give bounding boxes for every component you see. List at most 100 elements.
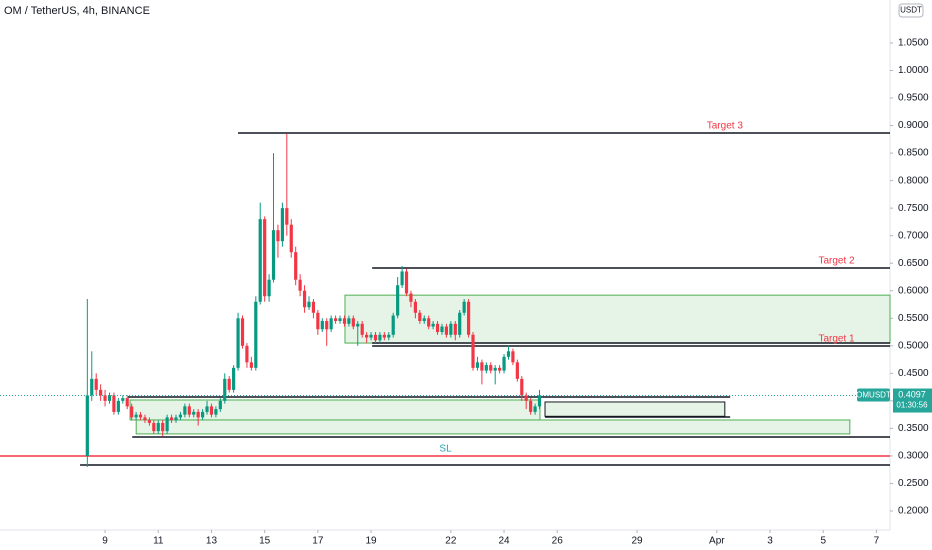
candle-body bbox=[449, 323, 453, 335]
candle-body bbox=[112, 395, 116, 412]
x-tick-label: 11 bbox=[153, 536, 164, 547]
candle-body bbox=[409, 293, 413, 302]
candle-body bbox=[152, 422, 156, 432]
candle-body bbox=[294, 252, 298, 280]
x-tick-label: 29 bbox=[631, 536, 643, 547]
y-tick-label: 0.3000 bbox=[898, 451, 929, 462]
candle-body bbox=[307, 301, 311, 308]
candle-body bbox=[351, 318, 355, 327]
candle-body bbox=[537, 395, 542, 407]
zone-box bbox=[544, 401, 726, 417]
candle-body bbox=[444, 326, 449, 335]
y-tick-label: 0.8000 bbox=[898, 175, 929, 186]
candle-body bbox=[116, 400, 120, 412]
x-tick-label: 5 bbox=[820, 536, 826, 547]
y-tick-label: 0.7000 bbox=[898, 230, 929, 241]
level-label: Target 2 bbox=[818, 256, 855, 267]
candle-body bbox=[183, 406, 187, 415]
candle-body bbox=[466, 301, 471, 335]
y-tick-label: 0.9500 bbox=[898, 93, 929, 104]
candle-body bbox=[453, 323, 457, 335]
x-tick-label: 3 bbox=[767, 536, 773, 547]
candle-body bbox=[515, 362, 519, 379]
candle-body bbox=[94, 378, 98, 390]
y-tick-label: 0.7500 bbox=[898, 203, 929, 214]
price-tag-value: 0.4097 bbox=[898, 389, 926, 399]
candle-body bbox=[480, 362, 484, 371]
y-tick-label: 1.0500 bbox=[898, 38, 929, 49]
candle-body bbox=[427, 318, 431, 327]
candle-body bbox=[347, 318, 351, 324]
candle-body bbox=[107, 395, 112, 401]
candle-body bbox=[333, 318, 338, 322]
candle-body bbox=[201, 411, 205, 418]
candle-body bbox=[329, 318, 333, 330]
candle-body bbox=[440, 326, 444, 333]
candle-body bbox=[232, 367, 236, 390]
candle-body bbox=[369, 334, 373, 338]
candle-body bbox=[342, 318, 347, 324]
candle-body bbox=[134, 414, 138, 418]
candle-body bbox=[524, 395, 528, 401]
candle-body bbox=[533, 406, 537, 412]
y-tick-label: 0.4500 bbox=[898, 368, 929, 379]
level-label: SL bbox=[439, 444, 452, 455]
x-tick-label: 15 bbox=[259, 536, 271, 547]
y-tick-label: 0.9000 bbox=[898, 120, 929, 131]
candle-body bbox=[404, 271, 409, 294]
candle-body bbox=[373, 334, 378, 341]
candle-body bbox=[475, 362, 480, 368]
symbol-tag bbox=[857, 388, 890, 402]
candle-body bbox=[205, 406, 209, 412]
currency-label: USDT bbox=[900, 6, 922, 15]
candle-body bbox=[506, 351, 511, 357]
zone-box bbox=[344, 294, 891, 344]
candle-body bbox=[360, 323, 364, 335]
x-tick-label: 19 bbox=[365, 536, 377, 547]
candle-body bbox=[121, 398, 125, 401]
candle-body bbox=[422, 318, 426, 322]
candle-body bbox=[236, 318, 240, 368]
y-tick-label: 1.0000 bbox=[898, 65, 929, 76]
candle-body bbox=[267, 279, 271, 297]
candle-body bbox=[258, 219, 262, 302]
candle-body bbox=[192, 411, 196, 415]
candle-body bbox=[138, 414, 143, 418]
candle-body bbox=[325, 321, 329, 330]
candle-body bbox=[484, 365, 488, 371]
x-tick-label: 26 bbox=[552, 536, 564, 547]
candle-body bbox=[276, 230, 280, 242]
candle-body bbox=[90, 378, 94, 396]
candle-body bbox=[302, 290, 307, 308]
candle-body bbox=[413, 301, 417, 313]
candle-body bbox=[400, 271, 404, 286]
candle-body bbox=[431, 323, 435, 327]
candle-body bbox=[227, 378, 231, 390]
candle-body bbox=[147, 420, 152, 423]
candle-body bbox=[462, 301, 466, 313]
candle-body bbox=[338, 318, 342, 322]
candle-body bbox=[271, 230, 276, 280]
x-tick-label: 24 bbox=[498, 536, 510, 547]
candle-body bbox=[169, 417, 174, 421]
y-tick-label: 0.5000 bbox=[898, 340, 929, 351]
x-tick-label: 17 bbox=[312, 536, 324, 547]
candle-body bbox=[280, 208, 285, 242]
candle-body bbox=[435, 323, 440, 333]
candle-body bbox=[511, 351, 515, 363]
x-tick-label: 7 bbox=[874, 536, 880, 547]
candle-body bbox=[161, 422, 165, 432]
candle-body bbox=[214, 409, 218, 415]
candle-body bbox=[320, 321, 324, 330]
candle-body bbox=[298, 279, 302, 291]
level-label: Target 3 bbox=[707, 121, 744, 132]
y-tick-label: 0.6500 bbox=[898, 258, 929, 269]
candle-body bbox=[365, 334, 369, 338]
candle-body bbox=[316, 312, 320, 330]
candle-body bbox=[249, 362, 253, 368]
candle-body bbox=[471, 334, 475, 368]
candle-body bbox=[187, 406, 191, 415]
candle-body bbox=[103, 395, 107, 401]
candle-body bbox=[99, 389, 103, 396]
zone-box bbox=[135, 419, 851, 435]
